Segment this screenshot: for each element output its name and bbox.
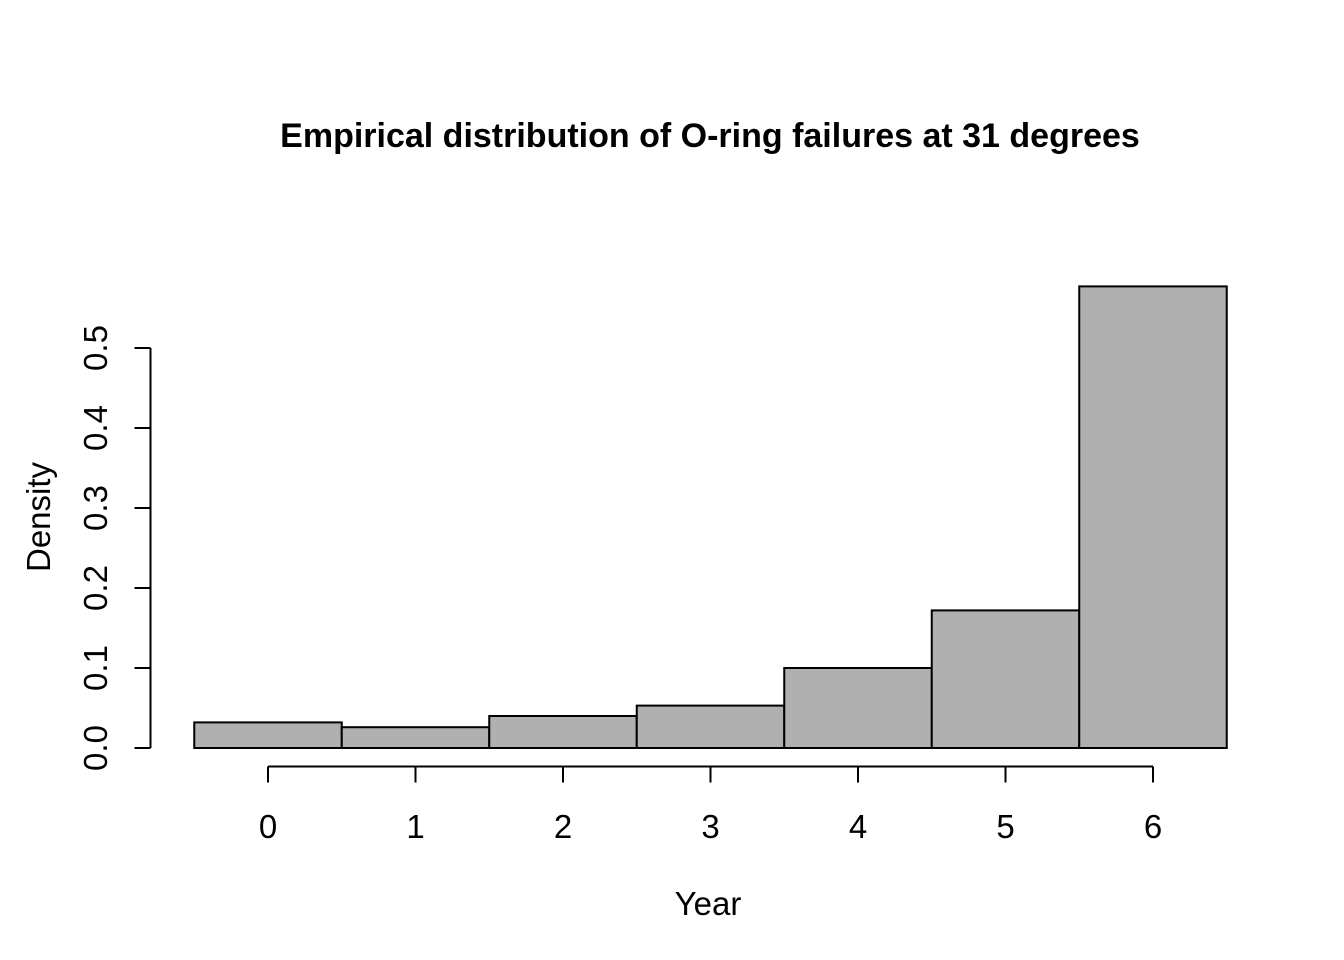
x-tick-label-3: 3: [701, 808, 719, 845]
axes-group: 0 1 2 3 4 5 6 0.0 0.1 0.2 0.3 0.4 0.5: [77, 325, 1162, 845]
y-tick-label-0.5: 0.5: [77, 325, 114, 371]
y-axis-label: Density: [20, 461, 57, 572]
histogram-bar-2: [488, 715, 638, 749]
chart-title: Empirical distribution of O-ring failure…: [280, 117, 1140, 155]
y-tick-label-0.1: 0.1: [77, 645, 114, 691]
histogram-bar-4: [783, 667, 933, 749]
histogram-bar-5: [930, 609, 1081, 750]
x-tick-label-2: 2: [554, 808, 572, 845]
y-tick-label-0.4: 0.4: [77, 405, 114, 451]
y-tick-label-0.3: 0.3: [77, 485, 114, 531]
x-tick-label-1: 1: [406, 808, 424, 845]
y-tick-label-0.0: 0.0: [77, 725, 114, 771]
histogram-bar-6: [1078, 285, 1228, 749]
x-axis-label: Year: [675, 885, 742, 922]
x-tick-label-0: 0: [259, 808, 277, 845]
histogram-bar-1: [340, 726, 491, 750]
x-tick-label-6: 6: [1144, 808, 1162, 845]
x-tick-label-5: 5: [996, 808, 1014, 845]
x-tick-label-4: 4: [849, 808, 867, 845]
y-tick-label-0.2: 0.2: [77, 565, 114, 611]
bars-group: [193, 285, 1228, 750]
histogram-bar-3: [635, 704, 786, 749]
histogram-bar-0: [193, 721, 343, 750]
